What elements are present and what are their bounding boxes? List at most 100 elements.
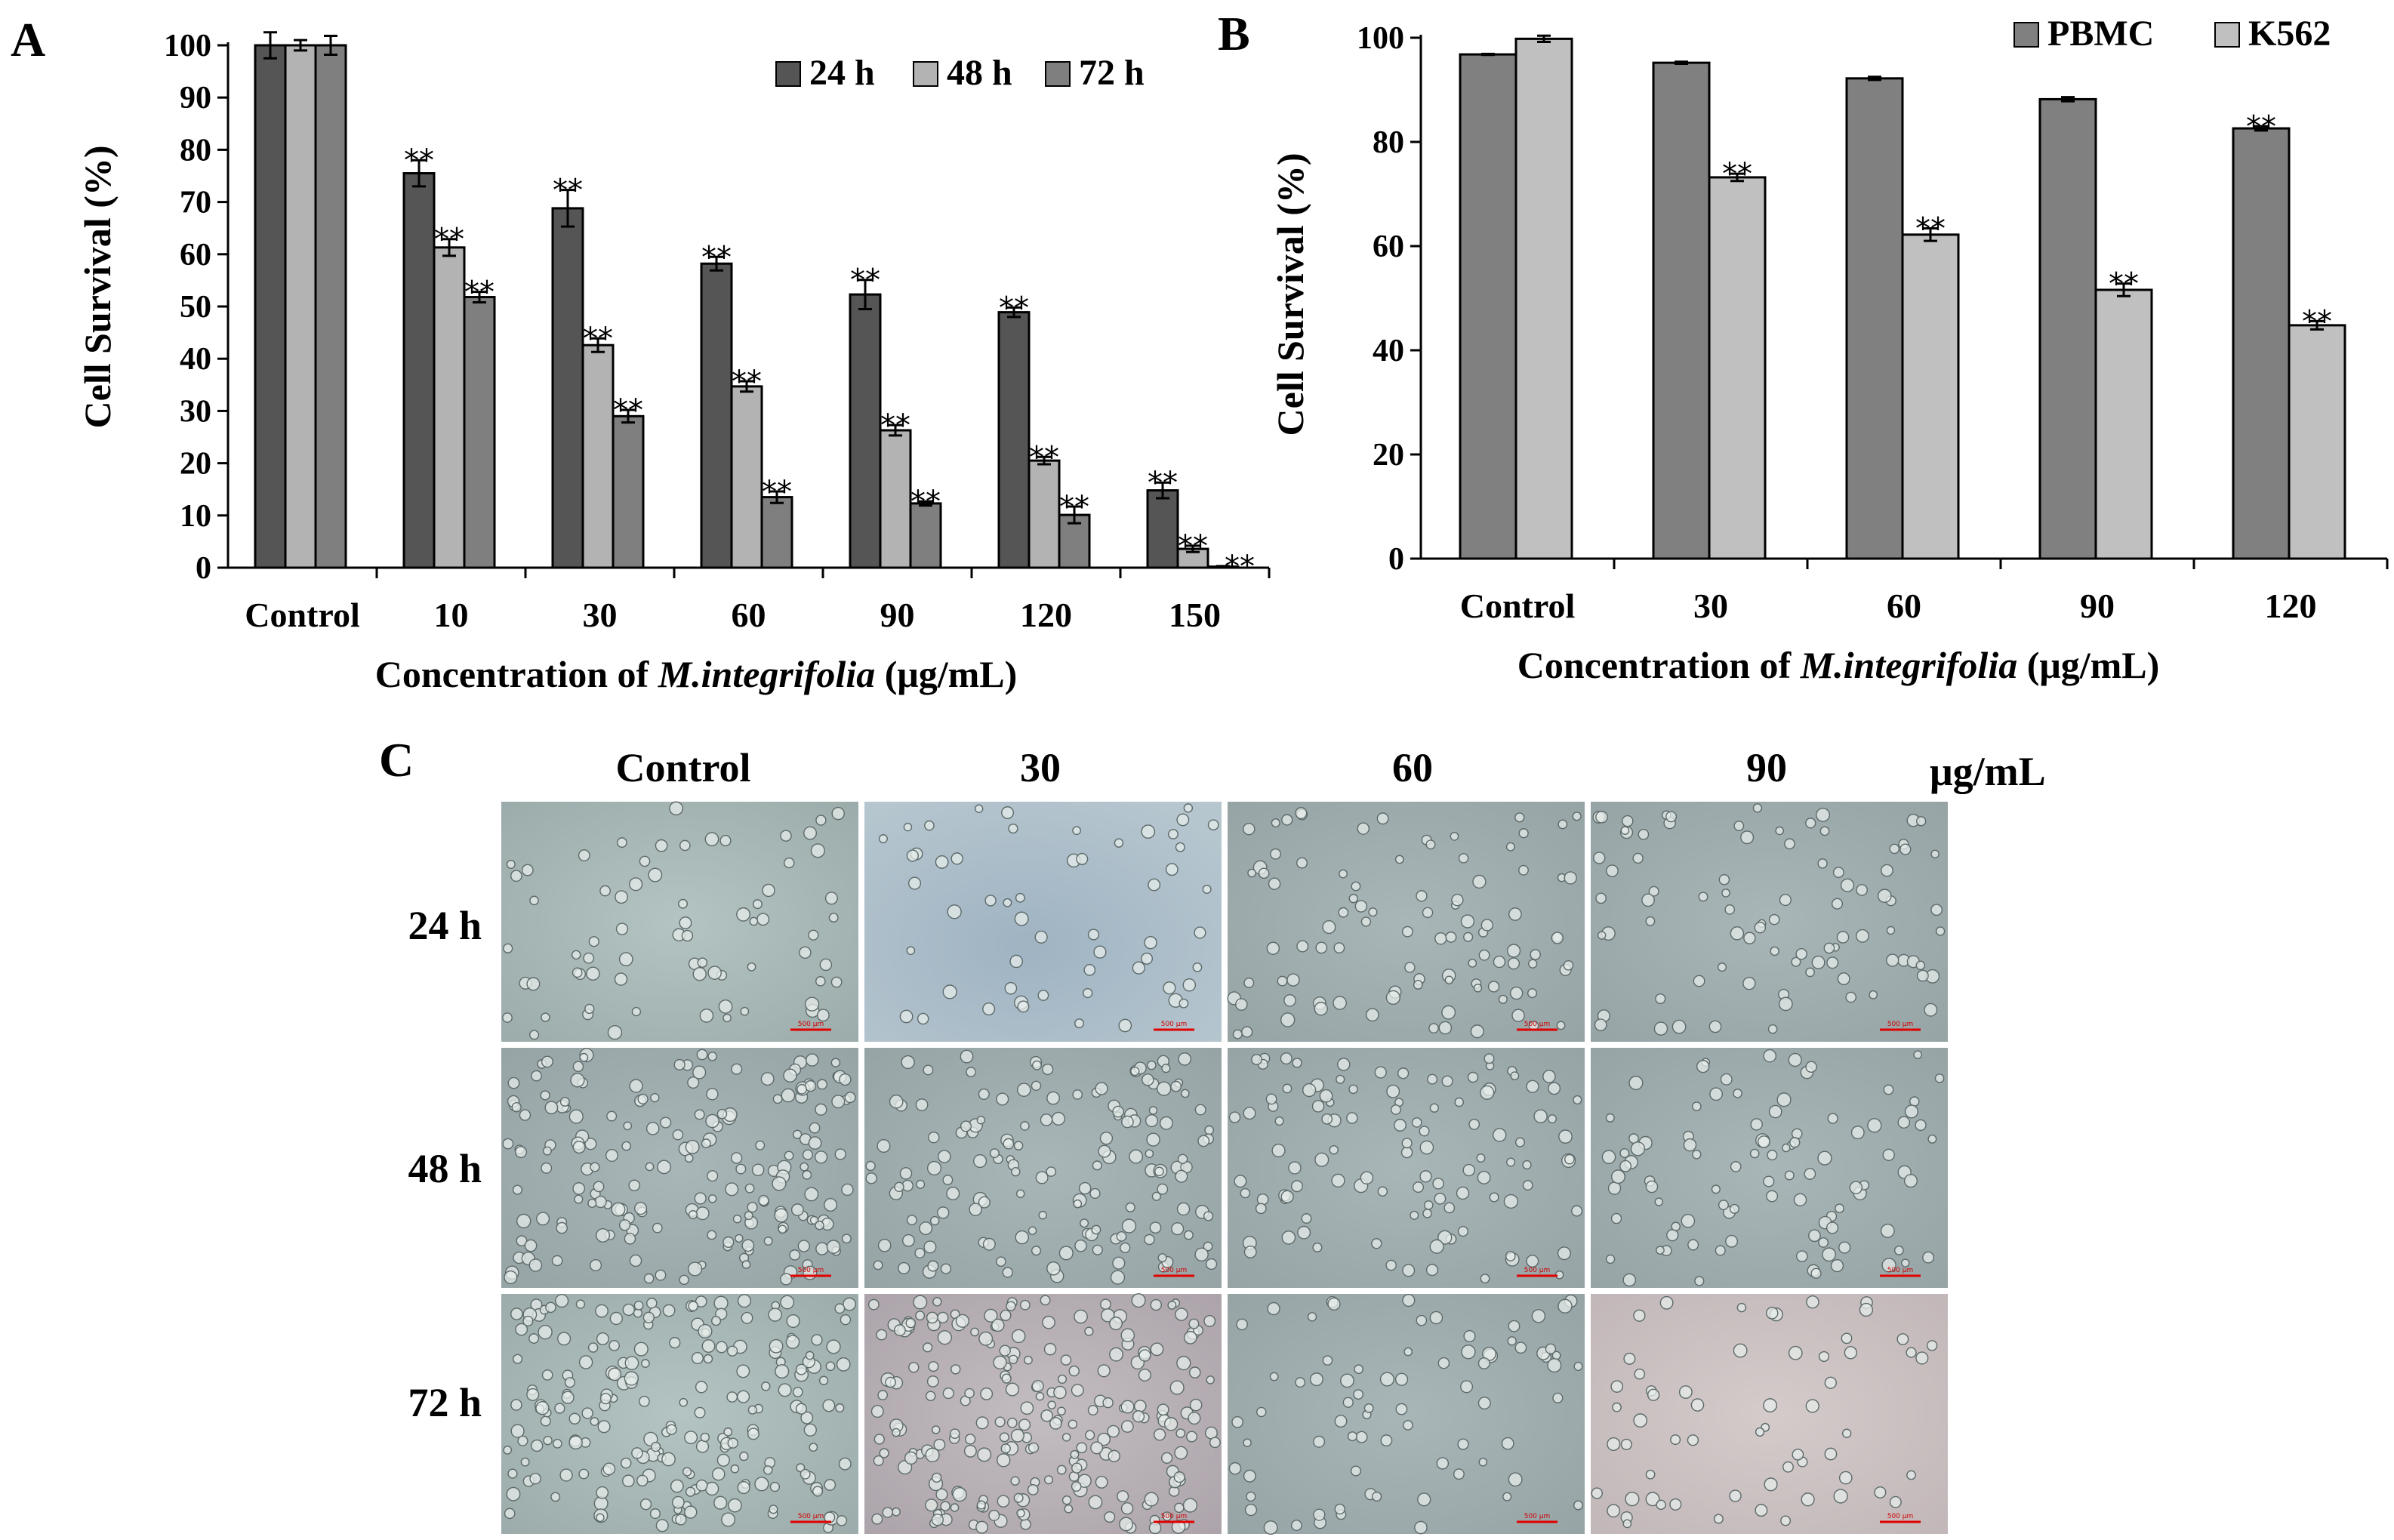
cell [1179,998,1189,1009]
cell [723,1427,733,1437]
cell [889,1094,904,1109]
cell [1607,1181,1622,1195]
cell [1838,1241,1851,1254]
cell [692,1065,707,1080]
cell [513,1354,523,1364]
cell [535,1401,550,1415]
cell [815,1150,828,1164]
cell [572,1182,586,1195]
cell [1595,892,1607,904]
panel-a-category-label: 120 [1020,596,1072,634]
cell [694,1406,706,1418]
cell [587,1198,597,1209]
cell [1348,1084,1358,1095]
cell [1397,1067,1410,1080]
cell [906,849,919,862]
cell [1099,1132,1114,1145]
cell [803,826,818,840]
cell [510,1399,522,1411]
cell [1926,1340,1938,1351]
cell [1014,911,1029,926]
panel-b-significance-mark: ** [2109,267,2139,302]
cell [1085,1430,1095,1440]
cell [641,1359,650,1369]
cell [1386,1084,1400,1098]
cell [1001,806,1015,819]
cell [1557,819,1568,830]
cell [984,1308,998,1323]
cell [1028,1442,1040,1453]
cell [828,913,839,923]
cell [1666,1229,1679,1242]
cell [1429,1311,1443,1325]
cell [1188,1366,1201,1378]
cell [1645,916,1656,926]
cell [830,1058,841,1067]
cell [1120,1400,1135,1414]
cell [1280,1012,1296,1027]
cell [694,1192,707,1205]
cell [596,1513,605,1523]
cell [1183,803,1194,813]
cell [718,999,733,1014]
cell [1404,962,1416,973]
cell [800,1162,809,1172]
cell [1097,1432,1111,1446]
cell [1186,1431,1198,1443]
cell [684,1153,694,1163]
cell [1416,1314,1428,1326]
cell [949,1428,960,1440]
cell [1120,1420,1134,1433]
cell [1817,1150,1832,1166]
cell [1010,1428,1024,1443]
cell [1850,1126,1865,1140]
cell [761,1381,771,1391]
cell [1270,848,1281,860]
cell [1717,962,1727,972]
cell [1811,955,1826,969]
cell [1429,1239,1444,1254]
cell [1419,1170,1432,1183]
cell [618,952,633,967]
cell [1100,1298,1111,1311]
cell [1454,1097,1465,1107]
cell [927,1260,939,1272]
cell [671,1495,685,1509]
cell [678,898,688,909]
panel-a-significance-mark: ** [880,408,910,443]
panel-a-significance-mark: ** [1059,490,1089,525]
cell [785,1335,800,1349]
cell [1071,1481,1082,1492]
cell [815,1103,827,1116]
cell [1161,1452,1173,1465]
cell [1280,1190,1294,1203]
cell [624,1356,639,1371]
cell [695,1295,707,1307]
cell [1363,1403,1374,1413]
cell [1607,1437,1621,1452]
cell [740,1006,750,1016]
cell [526,977,541,991]
cell [824,1479,837,1491]
panel-b-bar [1845,77,1904,560]
cell [1930,849,1940,859]
cell [844,1092,856,1104]
cell [1174,1502,1185,1514]
cell [669,1337,681,1349]
panel-b-x-title-suffix: (μg/mL) [2017,644,2159,686]
cell [1058,1246,1074,1261]
cell [1035,1171,1049,1184]
panel-a-bar [879,429,912,569]
cell [747,1428,759,1440]
cell [695,1440,710,1453]
cell [1322,1355,1333,1366]
cell [1462,1163,1475,1177]
cell [1501,1437,1514,1450]
cell [937,1206,950,1219]
micrograph-tile: 500 μm [1228,1293,1585,1535]
panel-c-micrograph-grid: C Control 30 60 90 μg/mL 24 h 48 h 72 h … [379,733,2046,1535]
cell [966,1067,976,1077]
panel-b-y-tick-label: 20 [1373,438,1404,473]
cell [1083,987,1093,999]
cell [1768,1104,1782,1119]
